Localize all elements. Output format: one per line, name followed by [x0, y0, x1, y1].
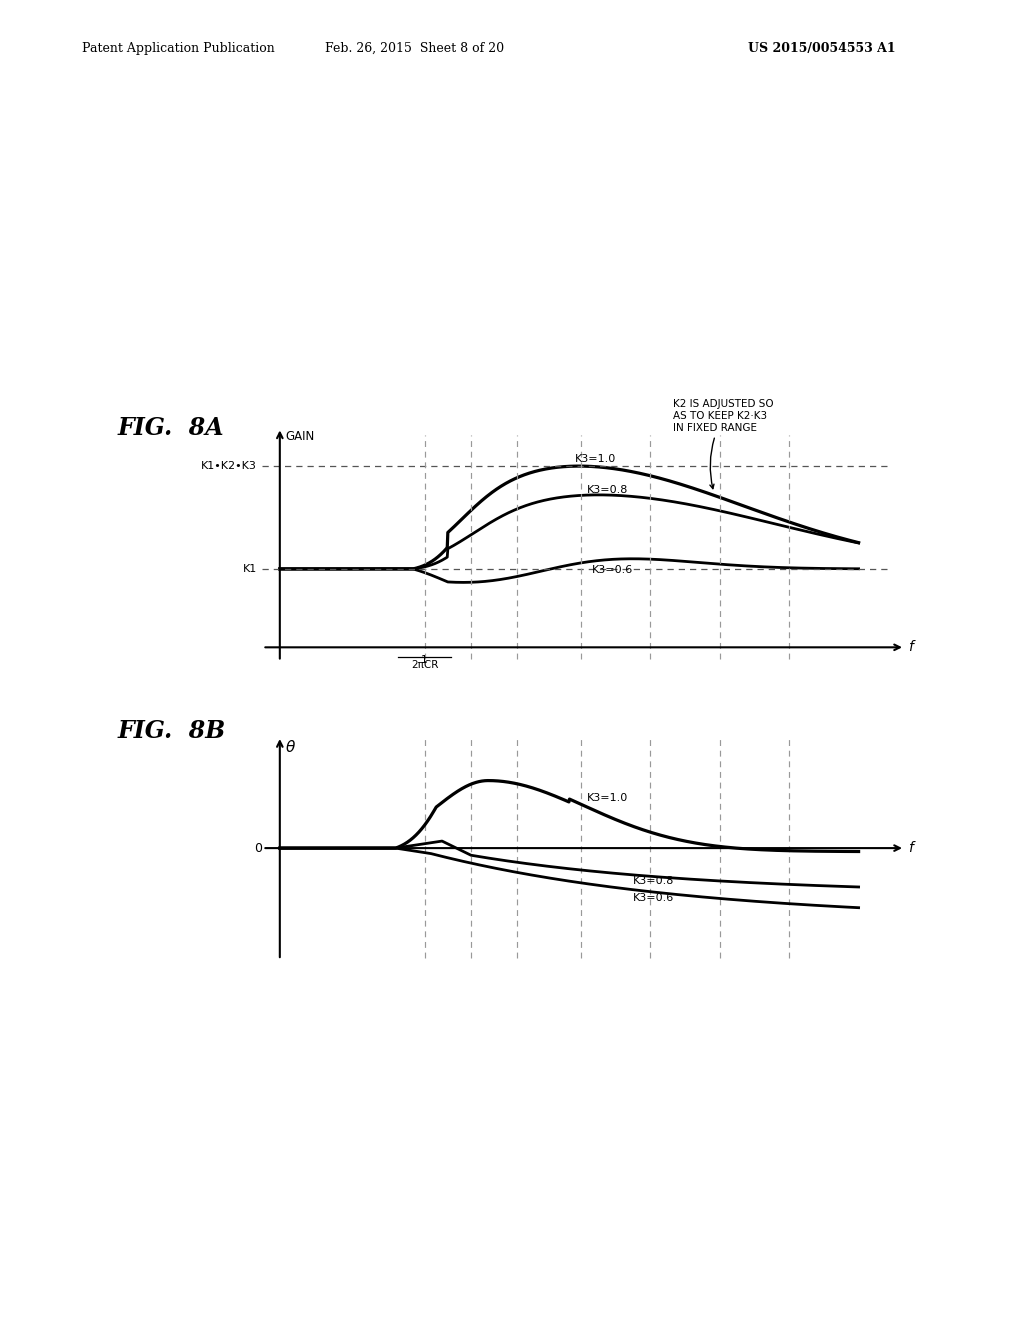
Text: θ: θ	[286, 739, 295, 755]
Text: 2πCR: 2πCR	[411, 660, 438, 671]
Text: K1: K1	[243, 564, 257, 574]
Text: 1: 1	[421, 655, 428, 665]
Text: K3=0.6: K3=0.6	[633, 892, 674, 903]
Text: FIG.  8B: FIG. 8B	[118, 719, 226, 743]
Text: US 2015/0054553 A1: US 2015/0054553 A1	[748, 42, 895, 55]
Text: Feb. 26, 2015  Sheet 8 of 20: Feb. 26, 2015 Sheet 8 of 20	[326, 42, 504, 55]
Text: K3=0.8: K3=0.8	[587, 484, 628, 495]
Text: K3=1.0: K3=1.0	[587, 792, 628, 803]
Text: f: f	[908, 640, 912, 655]
Text: K3=0.6: K3=0.6	[592, 565, 634, 574]
Text: Patent Application Publication: Patent Application Publication	[82, 42, 274, 55]
Text: K3=0.8: K3=0.8	[633, 876, 674, 886]
Text: K1•K2•K3: K1•K2•K3	[201, 461, 257, 471]
Text: K3=1.0: K3=1.0	[575, 454, 616, 463]
Text: K2 IS ADJUSTED SO
AS TO KEEP K2·K3
IN FIXED RANGE: K2 IS ADJUSTED SO AS TO KEEP K2·K3 IN FI…	[674, 400, 774, 488]
Text: f: f	[908, 841, 912, 855]
Text: GAIN: GAIN	[286, 430, 314, 444]
Text: FIG.  8A: FIG. 8A	[118, 416, 224, 440]
Text: 0: 0	[254, 842, 262, 854]
